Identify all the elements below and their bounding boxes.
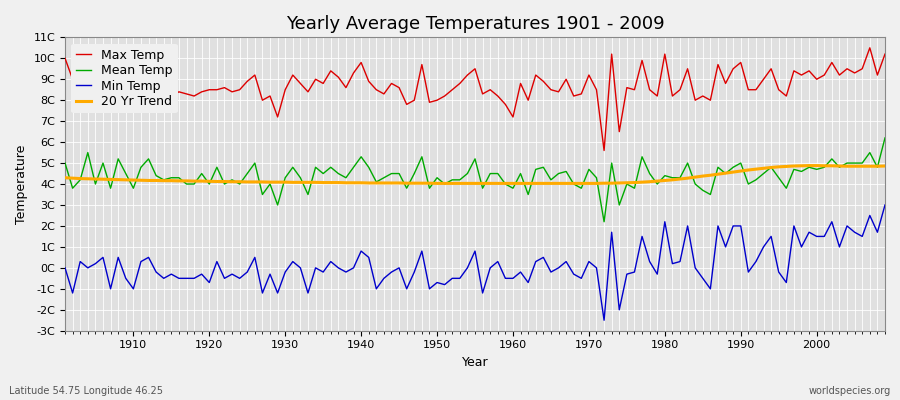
Max Temp bbox=[508, 114, 518, 119]
Max Temp bbox=[598, 148, 609, 153]
20 Yr Trend bbox=[508, 181, 518, 186]
20 Yr Trend bbox=[804, 163, 814, 168]
Min Temp bbox=[287, 259, 298, 264]
Max Temp bbox=[879, 52, 890, 56]
Mean Temp bbox=[287, 165, 298, 170]
Min Temp bbox=[59, 266, 70, 270]
Min Temp bbox=[598, 318, 609, 323]
Max Temp bbox=[333, 75, 344, 80]
Mean Temp bbox=[607, 161, 617, 166]
Y-axis label: Temperature: Temperature bbox=[15, 144, 28, 224]
Line: Max Temp: Max Temp bbox=[65, 48, 885, 150]
Max Temp bbox=[121, 94, 131, 98]
Line: Mean Temp: Mean Temp bbox=[65, 138, 885, 222]
20 Yr Trend bbox=[287, 180, 298, 185]
20 Yr Trend bbox=[432, 181, 443, 186]
Title: Yearly Average Temperatures 1901 - 2009: Yearly Average Temperatures 1901 - 2009 bbox=[285, 15, 664, 33]
Max Temp bbox=[287, 73, 298, 78]
Line: Min Temp: Min Temp bbox=[65, 205, 885, 320]
Max Temp bbox=[607, 52, 617, 56]
20 Yr Trend bbox=[121, 178, 131, 182]
20 Yr Trend bbox=[515, 181, 526, 186]
20 Yr Trend bbox=[59, 175, 70, 180]
Min Temp bbox=[607, 230, 617, 235]
Mean Temp bbox=[879, 136, 890, 140]
Mean Temp bbox=[59, 161, 70, 166]
Max Temp bbox=[59, 56, 70, 61]
Mean Temp bbox=[121, 171, 131, 176]
Text: worldspecies.org: worldspecies.org bbox=[809, 386, 891, 396]
Min Temp bbox=[508, 276, 518, 281]
20 Yr Trend bbox=[607, 181, 617, 186]
Mean Temp bbox=[598, 219, 609, 224]
20 Yr Trend bbox=[333, 180, 344, 185]
Max Temp bbox=[864, 46, 875, 50]
20 Yr Trend bbox=[879, 164, 890, 168]
Min Temp bbox=[500, 276, 511, 281]
Max Temp bbox=[500, 102, 511, 107]
Min Temp bbox=[879, 202, 890, 207]
Mean Temp bbox=[508, 186, 518, 191]
Mean Temp bbox=[333, 171, 344, 176]
X-axis label: Year: Year bbox=[462, 356, 489, 369]
Mean Temp bbox=[500, 182, 511, 186]
Line: 20 Yr Trend: 20 Yr Trend bbox=[65, 166, 885, 183]
Legend: Max Temp, Mean Temp, Min Temp, 20 Yr Trend: Max Temp, Mean Temp, Min Temp, 20 Yr Tre… bbox=[71, 44, 178, 113]
Min Temp bbox=[333, 266, 344, 270]
Min Temp bbox=[121, 276, 131, 281]
Text: Latitude 54.75 Longitude 46.25: Latitude 54.75 Longitude 46.25 bbox=[9, 386, 163, 396]
